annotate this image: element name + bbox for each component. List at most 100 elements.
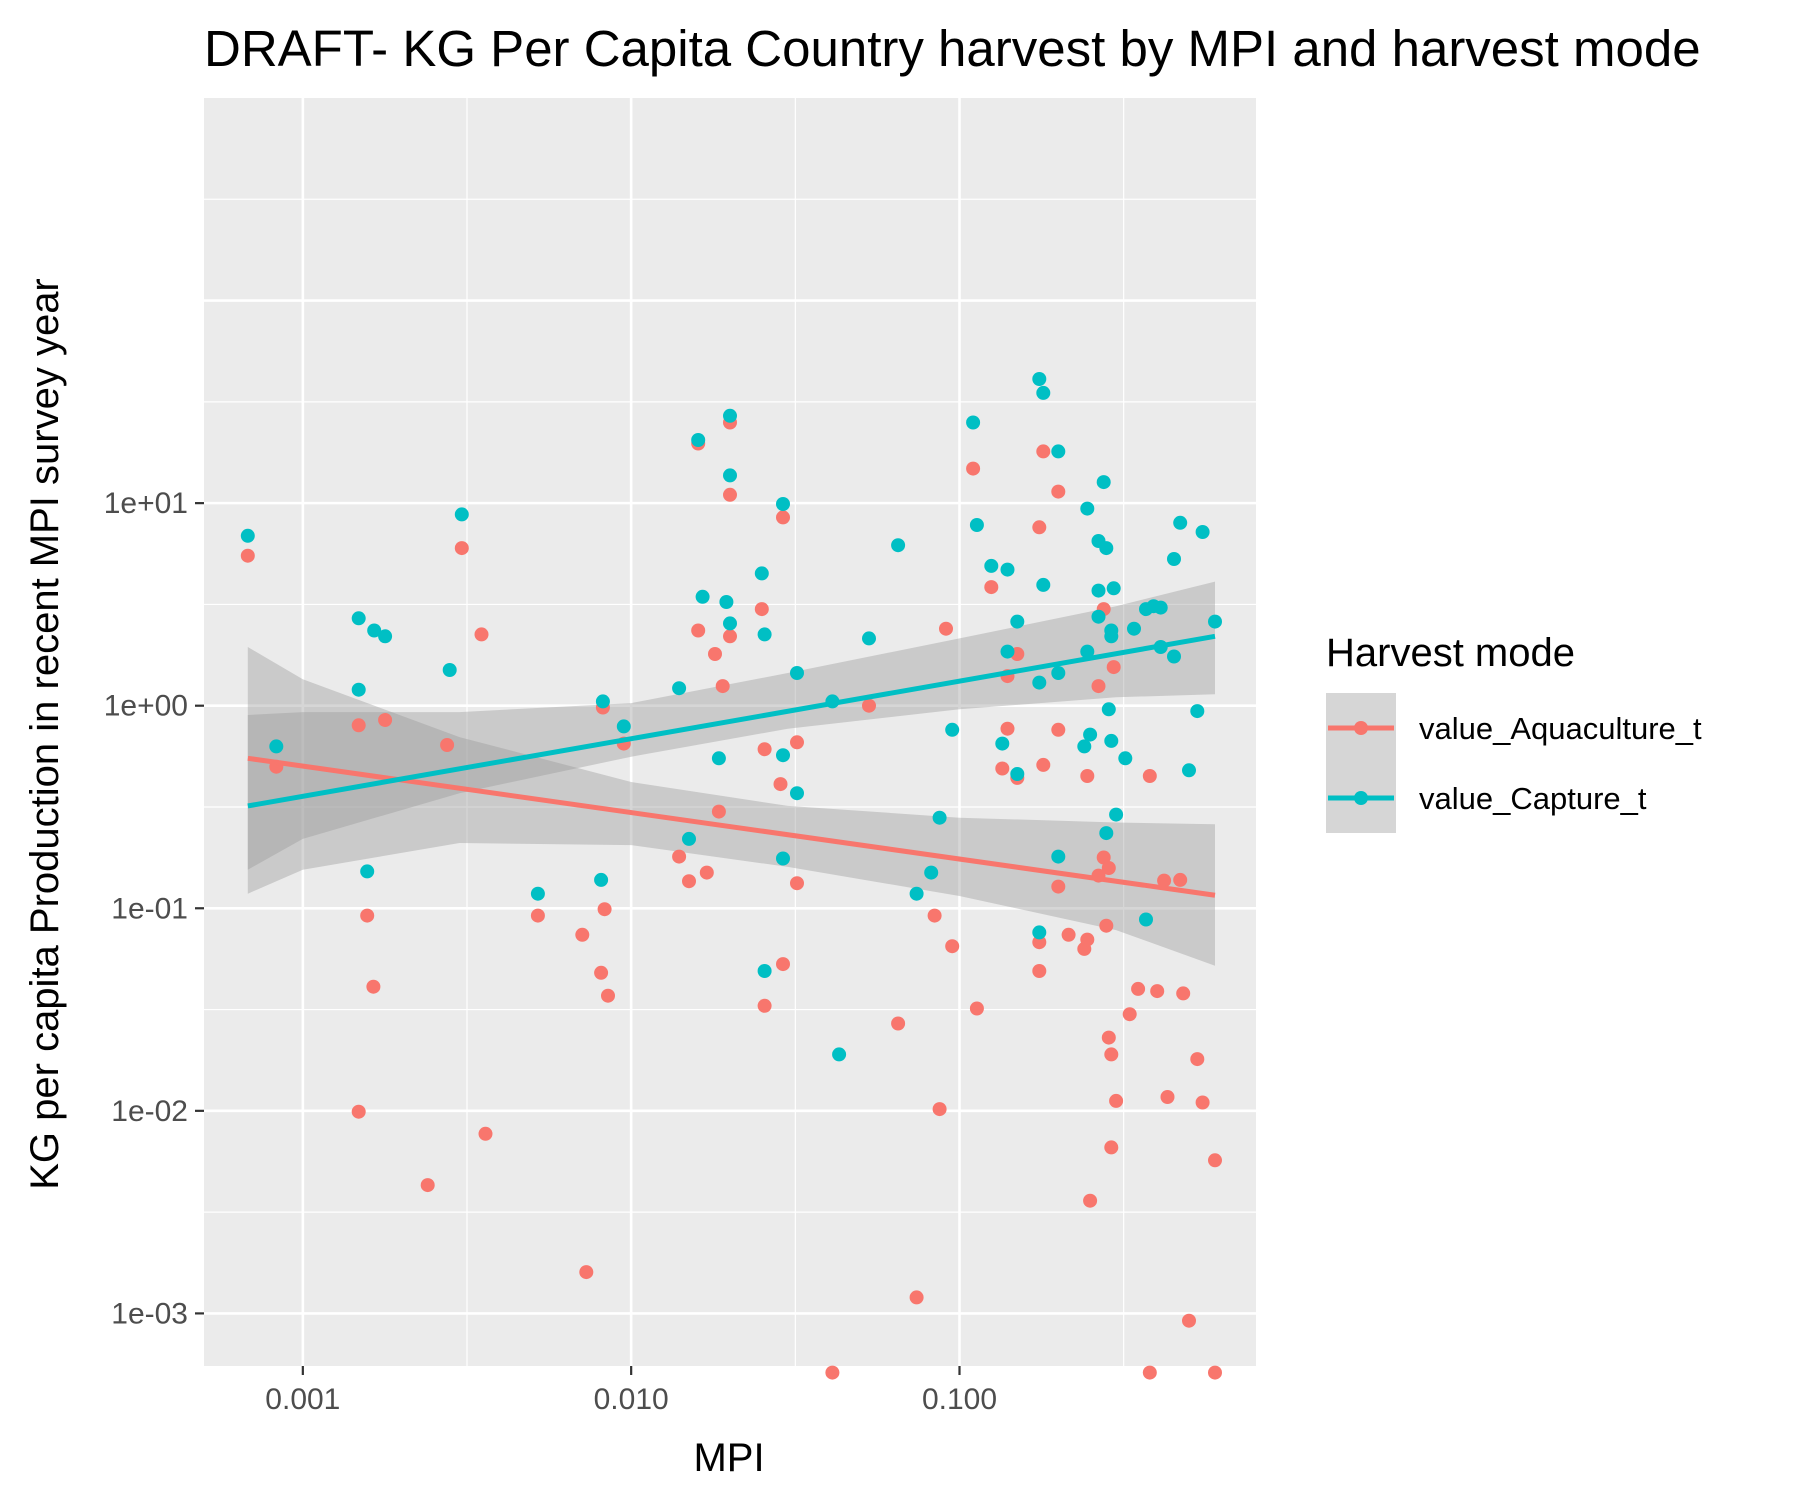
point-value-capture-t bbox=[932, 810, 947, 825]
point-value-aquaculture-t bbox=[776, 957, 790, 972]
point-value-aquaculture-t bbox=[594, 965, 609, 980]
point-value-capture-t bbox=[240, 528, 255, 543]
point-value-aquaculture-t bbox=[1051, 484, 1066, 499]
point-value-aquaculture-t bbox=[1051, 722, 1066, 737]
point-value-capture-t bbox=[594, 872, 609, 887]
point-value-capture-t bbox=[995, 736, 1010, 751]
point-value-aquaculture-t bbox=[1096, 850, 1111, 865]
point-value-capture-t bbox=[1080, 644, 1095, 659]
point-value-aquaculture-t bbox=[1032, 520, 1047, 535]
point-value-capture-t bbox=[1036, 385, 1051, 400]
confidence-band-value-capture-t bbox=[247, 581, 1216, 870]
point-value-aquaculture-t bbox=[1173, 872, 1188, 887]
point-value-capture-t bbox=[723, 468, 737, 483]
point-value-aquaculture-t bbox=[575, 927, 590, 942]
point-value-capture-t bbox=[1010, 767, 1025, 781]
y-tick-label: 1e-01 bbox=[111, 892, 188, 925]
point-value-aquaculture-t bbox=[1142, 1365, 1157, 1380]
point-value-aquaculture-t bbox=[1160, 1090, 1175, 1104]
point-value-aquaculture-t bbox=[474, 627, 489, 642]
point-value-capture-t bbox=[1032, 675, 1047, 690]
point-value-capture-t bbox=[1104, 733, 1119, 748]
point-value-aquaculture-t bbox=[966, 461, 981, 476]
point-value-capture-t bbox=[1101, 702, 1116, 717]
chart-title: DRAFT- KG Per Capita Country harvest by … bbox=[204, 20, 1701, 77]
point-value-capture-t bbox=[723, 408, 737, 423]
plot-panel bbox=[204, 98, 1256, 1366]
point-value-capture-t bbox=[757, 964, 772, 978]
point-value-capture-t bbox=[616, 719, 631, 734]
point-value-capture-t bbox=[1173, 515, 1188, 530]
point-value-aquaculture-t bbox=[1101, 861, 1116, 875]
point-value-capture-t bbox=[891, 538, 906, 553]
x-tick-label: 0.100 bbox=[922, 1383, 997, 1416]
point-value-capture-t bbox=[454, 507, 469, 522]
point-value-capture-t bbox=[776, 497, 790, 511]
legend-key-point-value-capture-t bbox=[1354, 791, 1368, 805]
major-grid bbox=[204, 98, 1256, 1366]
point-value-capture-t bbox=[351, 682, 366, 697]
point-value-capture-t bbox=[966, 415, 981, 430]
point-value-capture-t bbox=[1051, 666, 1066, 680]
point-value-capture-t bbox=[360, 864, 375, 879]
point-value-aquaculture-t bbox=[478, 1126, 493, 1141]
point-value-aquaculture-t bbox=[1104, 1047, 1119, 1062]
point-value-capture-t bbox=[1091, 583, 1106, 598]
point-value-aquaculture-t bbox=[1036, 444, 1051, 459]
y-axis-title: KG per capita Production in recent MPI s… bbox=[23, 278, 67, 1190]
point-value-aquaculture-t bbox=[995, 761, 1010, 776]
point-value-capture-t bbox=[924, 865, 939, 880]
point-value-capture-t bbox=[909, 886, 924, 901]
point-value-capture-t bbox=[862, 631, 876, 646]
point-value-capture-t bbox=[1153, 600, 1168, 615]
point-value-aquaculture-t bbox=[1190, 1052, 1205, 1067]
trend-lines bbox=[247, 633, 1216, 898]
point-value-aquaculture-t bbox=[1036, 757, 1051, 772]
data-points bbox=[240, 372, 1222, 1380]
point-value-aquaculture-t bbox=[378, 713, 393, 727]
point-value-aquaculture-t bbox=[984, 580, 999, 595]
point-value-capture-t bbox=[832, 1047, 847, 1062]
point-value-aquaculture-t bbox=[939, 621, 953, 636]
point-value-capture-t bbox=[691, 433, 706, 447]
point-value-aquaculture-t bbox=[682, 874, 696, 889]
point-value-aquaculture-t bbox=[790, 735, 804, 750]
point-value-aquaculture-t bbox=[945, 939, 960, 954]
point-value-capture-t bbox=[378, 629, 393, 644]
legend-label-value-aquaculture-t: value_Aquaculture_t bbox=[1419, 711, 1702, 746]
point-value-aquaculture-t bbox=[1000, 721, 1015, 736]
legend-keys: value_Aquaculture_t value_Capture_t bbox=[1326, 693, 1702, 833]
y-tick-label: 1e-02 bbox=[111, 1095, 188, 1128]
point-value-aquaculture-t bbox=[1080, 769, 1095, 783]
point-value-capture-t bbox=[1127, 621, 1141, 636]
point-value-aquaculture-t bbox=[862, 698, 876, 713]
point-value-capture-t bbox=[1032, 925, 1047, 940]
point-value-capture-t bbox=[969, 518, 984, 532]
point-value-capture-t bbox=[1139, 912, 1153, 927]
point-value-capture-t bbox=[776, 748, 790, 763]
point-value-aquaculture-t bbox=[440, 738, 455, 752]
point-value-capture-t bbox=[1000, 644, 1015, 659]
point-value-capture-t bbox=[1036, 577, 1051, 592]
legend-label-value-capture-t: value_Capture_t bbox=[1419, 781, 1647, 816]
point-value-aquaculture-t bbox=[1080, 932, 1095, 947]
point-value-capture-t bbox=[1182, 763, 1196, 778]
point-value-aquaculture-t bbox=[909, 1290, 924, 1305]
point-value-aquaculture-t bbox=[776, 510, 790, 525]
point-value-aquaculture-t bbox=[597, 902, 612, 917]
point-value-capture-t bbox=[367, 623, 382, 638]
point-value-capture-t bbox=[351, 611, 366, 626]
point-value-aquaculture-t bbox=[699, 865, 714, 880]
legend: Harvest mode value_Aquaculture_t value_Ca… bbox=[1326, 631, 1702, 833]
point-value-capture-t bbox=[719, 595, 734, 609]
point-value-aquaculture-t bbox=[754, 602, 769, 617]
x-tick-label: 0.001 bbox=[265, 1383, 340, 1416]
point-value-aquaculture-t bbox=[579, 1265, 594, 1280]
point-value-aquaculture-t bbox=[757, 998, 772, 1013]
point-value-aquaculture-t bbox=[708, 647, 722, 661]
legend-title: Harvest mode bbox=[1326, 631, 1575, 675]
point-value-capture-t bbox=[1106, 581, 1121, 596]
point-value-aquaculture-t bbox=[1122, 1007, 1137, 1022]
confidence-bands bbox=[247, 581, 1216, 966]
